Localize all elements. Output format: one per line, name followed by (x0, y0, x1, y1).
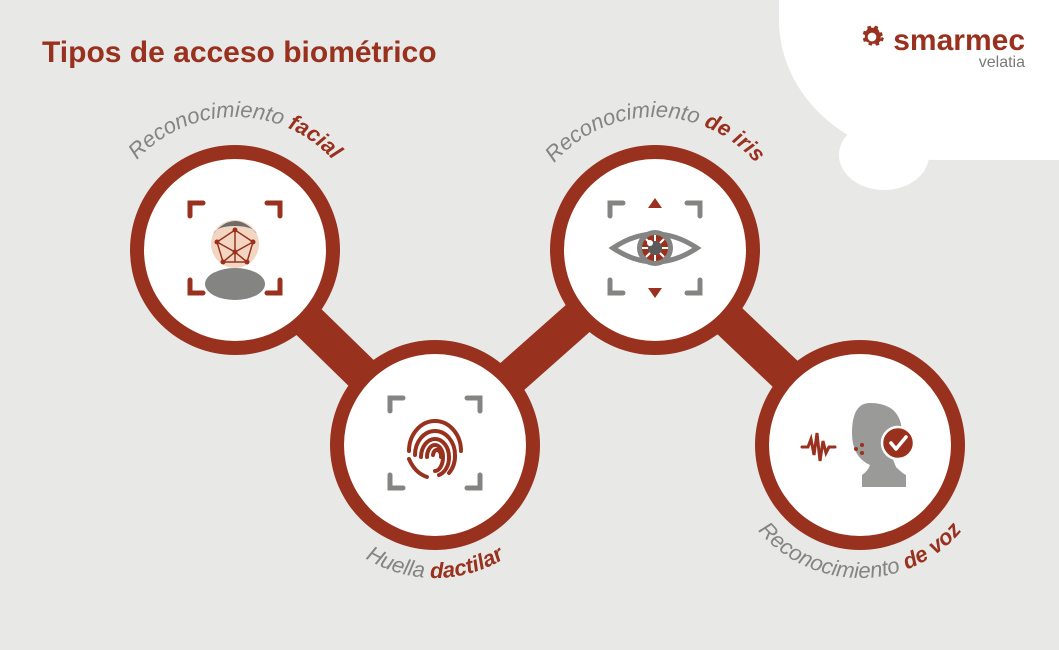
svg-text:Reconocimiento facial: Reconocimiento facial (123, 97, 348, 164)
diagram-stage: Reconocimiento facial Huella dactilar (0, 0, 1059, 650)
label-accent: facial (285, 110, 348, 165)
svg-text:Huella dactilar: Huella dactilar (363, 540, 509, 583)
svg-text:Reconocimiento de iris: Reconocimiento de iris (540, 97, 771, 167)
label-voz: Reconocimiento de voz (707, 292, 1013, 598)
label-accent: de iris (701, 108, 770, 167)
svg-text:Reconocimiento de voz: Reconocimiento de voz (754, 517, 966, 583)
label-accent: de voz (899, 517, 966, 574)
label-prefix: Huella (363, 541, 432, 583)
label-prefix: Reconocimiento (754, 517, 908, 583)
label-accent: dactilar (430, 540, 509, 583)
label-prefix: Reconocimiento (540, 97, 711, 167)
label-prefix: Reconocimiento (123, 97, 295, 164)
